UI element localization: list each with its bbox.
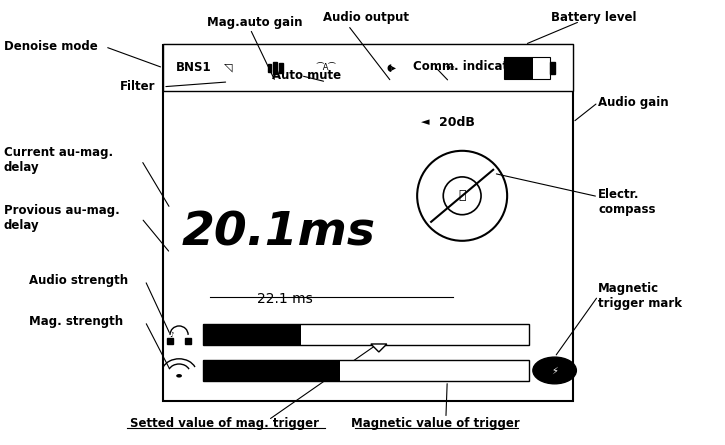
Bar (185, 337, 191, 344)
Text: ◹: ◹ (224, 63, 233, 73)
Text: Mag. strength: Mag. strength (29, 315, 123, 328)
Text: 20dB: 20dB (439, 116, 475, 129)
Text: Comm. indication: Comm. indication (413, 60, 529, 73)
Text: ★₂: ★₂ (444, 63, 455, 73)
Bar (163, 44, 573, 400)
Text: Filter: Filter (120, 80, 155, 93)
Text: Provious au-mag.
delay: Provious au-mag. delay (4, 204, 120, 232)
Text: Audio gain: Audio gain (598, 96, 668, 109)
Text: BNS1: BNS1 (176, 61, 212, 74)
Bar (163, 44, 573, 91)
Bar (279, 63, 283, 73)
Text: 22.1 ms: 22.1 ms (257, 292, 313, 306)
Bar (203, 360, 340, 381)
Bar (273, 61, 277, 74)
Text: 20.1ms: 20.1ms (181, 210, 376, 256)
Text: ⁀A⁀: ⁀A⁀ (317, 63, 336, 73)
Bar (167, 337, 173, 344)
Text: Audio strength: Audio strength (29, 274, 128, 287)
Text: Current au-mag.
delay: Current au-mag. delay (4, 146, 113, 174)
Circle shape (176, 374, 182, 377)
Text: Setted value of mag. trigger: Setted value of mag. trigger (130, 417, 319, 430)
Bar (550, 62, 555, 74)
Bar (203, 360, 529, 381)
Text: Battery level: Battery level (551, 11, 637, 24)
Text: ◄: ◄ (421, 117, 430, 127)
Text: ⚡: ⚡ (551, 365, 558, 376)
Text: Auto mute: Auto mute (272, 69, 341, 82)
Text: Magnetic value of trigger: Magnetic value of trigger (351, 417, 519, 430)
Text: Mag.auto gain: Mag.auto gain (207, 16, 302, 29)
Text: Denoise mode: Denoise mode (4, 40, 97, 53)
Circle shape (533, 357, 576, 384)
Bar (504, 57, 550, 78)
Bar (203, 324, 301, 345)
Text: ◖▸: ◖▸ (386, 63, 397, 73)
Text: Electr.
compass: Electr. compass (598, 189, 655, 216)
Text: ’♪: ’♪ (168, 332, 175, 338)
Bar (504, 57, 534, 78)
Text: Audio output: Audio output (323, 11, 409, 24)
Bar (203, 324, 529, 345)
Text: ⏭: ⏭ (458, 189, 466, 202)
Text: Magnetic
trigger mark: Magnetic trigger mark (598, 282, 682, 310)
Polygon shape (371, 344, 387, 352)
Bar (268, 64, 271, 72)
